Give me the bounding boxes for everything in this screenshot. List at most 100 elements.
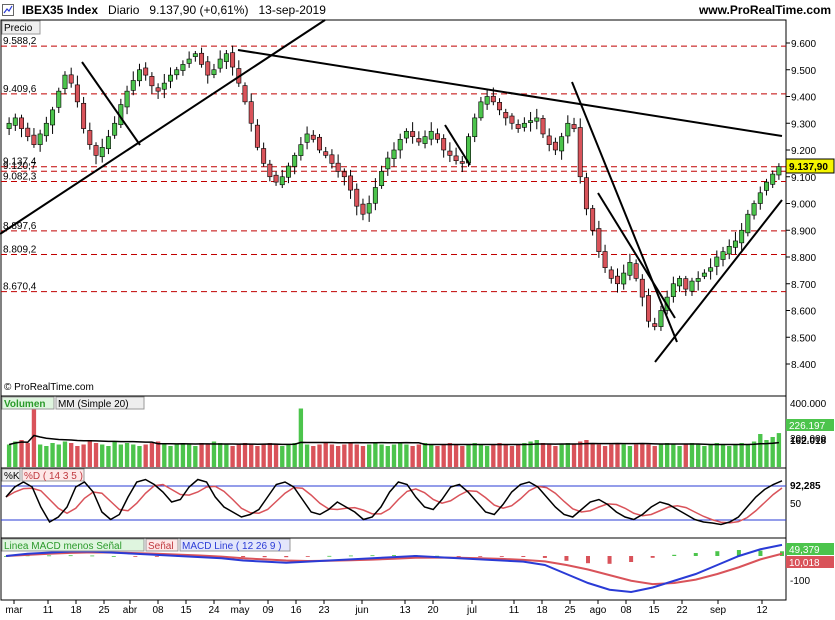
candle-body [205, 61, 211, 76]
candle-body [478, 101, 484, 119]
macd-hist-bar [68, 555, 73, 557]
volume-bar [615, 443, 620, 467]
volume-bar [311, 446, 316, 467]
volume-bar [398, 443, 403, 467]
volume-bar [739, 443, 744, 467]
volume-bar [124, 443, 130, 467]
volume-tick-200k: 200.000 [790, 434, 827, 445]
macd-hist-bar [392, 555, 396, 556]
candle-body [639, 278, 645, 298]
level-label: 8.670,4 [3, 282, 37, 293]
volume-bar [292, 443, 297, 467]
candle-body [534, 117, 540, 122]
candle-body [25, 127, 31, 137]
volume-bar [633, 444, 639, 467]
candle-body [19, 117, 24, 129]
trendlines [0, 19, 783, 363]
chart-type-icon[interactable] [2, 4, 14, 16]
candle-body [720, 251, 726, 260]
candle-body [37, 133, 43, 145]
volume-bar [13, 441, 18, 467]
volume-bar [112, 441, 117, 467]
candle-body [397, 139, 403, 151]
macd-hist-badge: 49,379 [789, 545, 820, 556]
volume-bar [44, 446, 49, 467]
candle-body [422, 136, 428, 144]
candle-body [621, 272, 627, 285]
resistance-levels: 9.588,2 9.409,6 9.137,49.120,79.082,3 8.897… [1, 36, 786, 293]
candle-body [583, 177, 589, 210]
volume-bar [193, 446, 198, 467]
volume-bar [267, 443, 273, 467]
volume-bar [664, 443, 670, 467]
candle-body [701, 272, 707, 277]
price-tick-label: 8.600 [791, 307, 816, 318]
price-tick-label: 8.700 [791, 280, 816, 291]
volume-bar [93, 443, 99, 467]
volume-bar [453, 444, 459, 467]
volume-bar [81, 444, 86, 467]
candle-body [354, 188, 360, 207]
volume-bar [478, 444, 484, 467]
price-panel-frame [0, 19, 787, 397]
candle-body [304, 133, 310, 143]
candle-body [230, 52, 236, 68]
volume-bar [602, 446, 608, 467]
volume-bar [75, 446, 80, 467]
macd-hist-bar [111, 556, 116, 557]
x-axis-label: 18 [70, 605, 82, 616]
candle-body [168, 74, 173, 82]
volume-bar [658, 444, 664, 467]
candle-body [180, 64, 186, 71]
volume-bar [484, 446, 490, 467]
volume-bar [143, 444, 148, 467]
volume-bar [211, 441, 217, 467]
volume-bar [565, 443, 570, 467]
x-axis-label: 23 [318, 605, 330, 616]
candle-body [74, 84, 80, 103]
candle-body [714, 256, 720, 267]
volume-bar [702, 446, 707, 467]
volume-bar [609, 444, 614, 467]
candle-body [161, 82, 167, 90]
chart-header: IBEX35 Index Diario 9.137,90 (+0,61%) 13… [0, 0, 835, 20]
level-label: 9.409,6 [3, 84, 37, 95]
level-label: 9.082,3 [3, 171, 37, 182]
support-trendline-2 [654, 199, 783, 363]
volume-bar [106, 446, 111, 467]
volume-bar [751, 441, 757, 467]
volume-bar [571, 444, 577, 467]
candle-body [434, 133, 440, 140]
candle-body [50, 109, 56, 126]
macd-signal-badge-bg [786, 556, 834, 568]
candle-body [6, 122, 12, 129]
volume-bar [373, 443, 378, 467]
macd-hist-bar [4, 556, 8, 557]
macd-hist-bar [47, 555, 52, 557]
price-tick-label: 9.600 [791, 39, 816, 50]
candle-body [695, 278, 701, 282]
price-tick-label: 8.900 [791, 226, 816, 237]
candle-body [136, 69, 142, 82]
candle-body [726, 246, 732, 255]
volume-bar [708, 444, 713, 467]
volume-bar [162, 444, 167, 467]
candle-body [602, 251, 608, 269]
macd-hist-bar [607, 556, 612, 564]
candle-body [385, 157, 391, 170]
price-tick-label: 8.500 [791, 333, 816, 344]
macd-hist-bar [629, 556, 634, 562]
candle-body [223, 53, 229, 62]
period-label: Diario [108, 3, 140, 17]
volume-bar [683, 444, 688, 467]
x-axis-label: 09 [262, 605, 274, 616]
candle-body [608, 269, 614, 279]
candle-body [105, 136, 111, 150]
stoch-badge: 92,285 [790, 481, 821, 492]
volume-tick-400k: 400.000 [790, 399, 827, 410]
volume-bar [50, 443, 55, 467]
macd-hist-bar [693, 553, 698, 556]
volume-bar [25, 443, 30, 467]
candle-body [248, 101, 254, 124]
